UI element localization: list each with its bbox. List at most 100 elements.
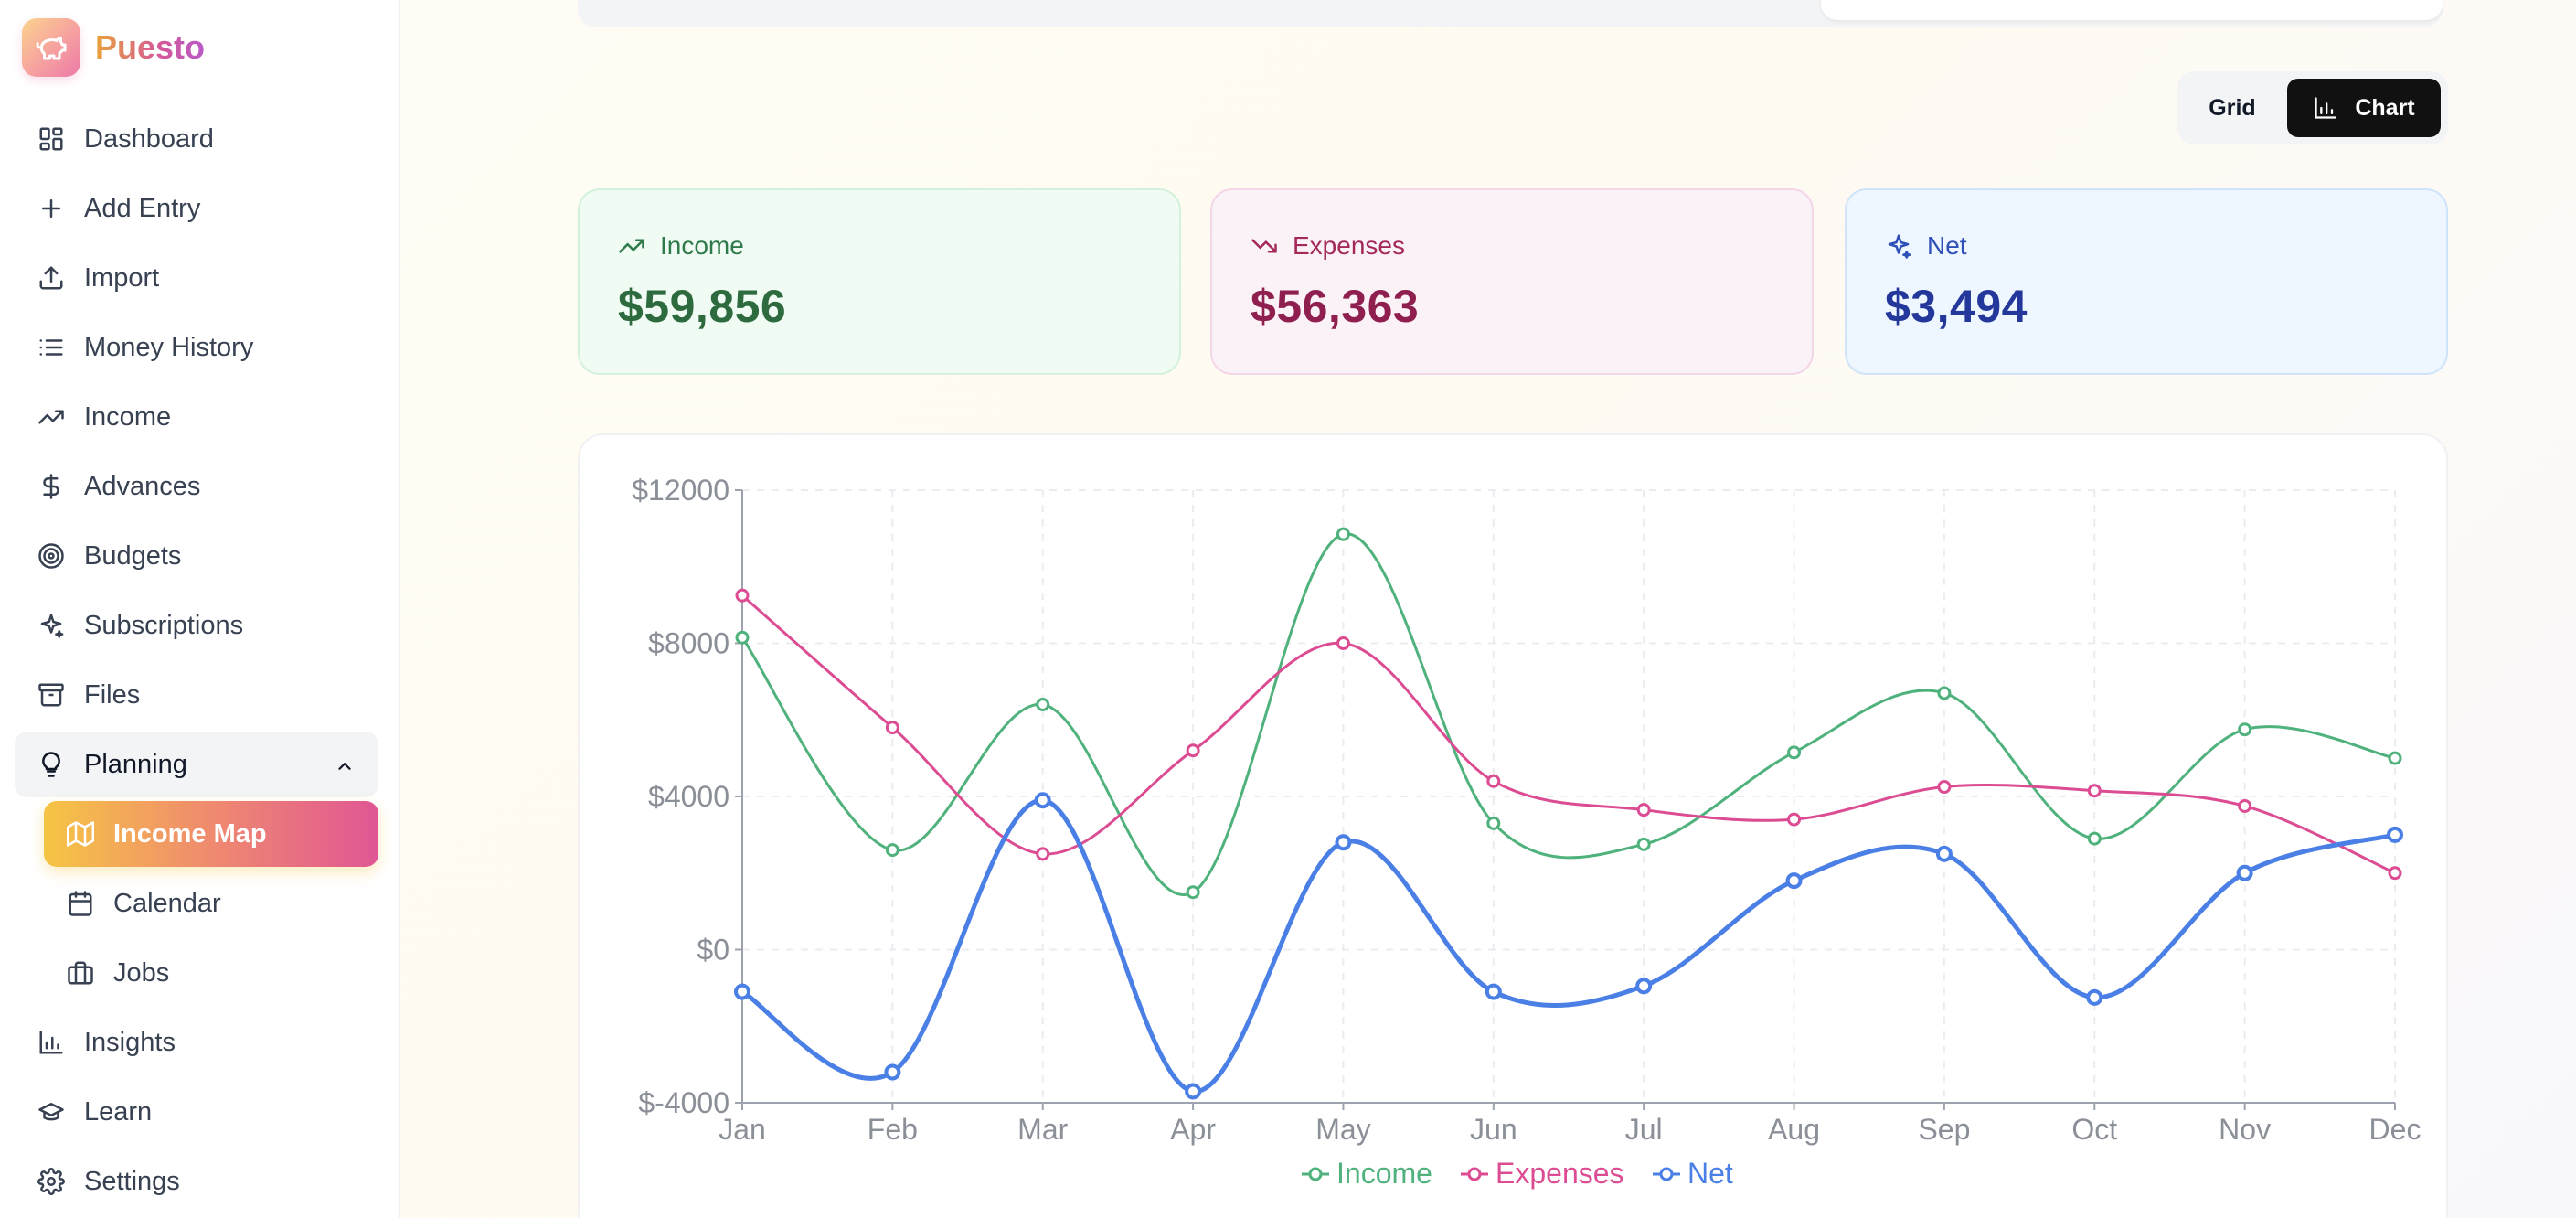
sidebar-item-income-map[interactable]: Income Map <box>44 801 378 867</box>
data-point-expenses <box>1336 636 1350 650</box>
sidebar-item-label: Add Entry <box>84 193 201 223</box>
legend-label-net: Net <box>1687 1157 1733 1190</box>
legend-marker-income <box>1308 1167 1323 1181</box>
graduation-cap-icon <box>37 1097 66 1127</box>
x-tick-label: Sep <box>1918 1113 1970 1146</box>
grid-view-button[interactable]: Grid <box>2209 94 2256 121</box>
data-point-income <box>2087 831 2102 846</box>
sidebar-item-label: Income Map <box>113 818 267 849</box>
sidebar-item-settings[interactable]: Settings <box>15 1149 378 1214</box>
series-line-net <box>740 797 2396 1094</box>
data-point-income <box>1787 745 1802 760</box>
target-icon <box>37 541 66 571</box>
brand[interactable]: Puesto <box>22 18 205 77</box>
net-stat-value: $3,494 <box>1885 281 2028 332</box>
data-point-income <box>1186 885 1200 900</box>
y-tick-label: $4000 <box>648 780 729 813</box>
x-tick-label: Mar <box>1017 1113 1068 1146</box>
sidebar-item-import[interactable]: Import <box>15 245 378 311</box>
sidebar-item-planning[interactable]: Planning <box>15 732 378 797</box>
sidebar-item-jobs[interactable]: Jobs <box>44 940 378 1006</box>
data-point-income <box>1636 837 1651 851</box>
x-tick-label: Jan <box>719 1113 766 1146</box>
data-point-expenses <box>1937 780 1952 795</box>
sidebar-item-label: Calendar <box>113 888 221 918</box>
legend-marker-net <box>1659 1167 1674 1181</box>
x-tick-label: Aug <box>1768 1113 1820 1146</box>
expenses-stat-value: $56,363 <box>1251 281 1420 332</box>
sidebar-item-files[interactable]: Files <box>15 662 378 728</box>
gear-icon <box>37 1167 66 1196</box>
sidebar-item-calendar[interactable]: Calendar <box>44 871 378 936</box>
piggy-bank-icon <box>22 18 80 77</box>
expenses-stat-label: Expenses <box>1293 231 1405 260</box>
data-point-net <box>2236 864 2253 881</box>
data-point-expenses <box>1486 774 1501 788</box>
data-point-income <box>1937 686 1952 700</box>
dashboard-grid-icon <box>37 124 66 154</box>
data-point-expenses <box>1636 803 1651 817</box>
sidebar-item-label: Import <box>84 262 160 293</box>
list-icon <box>37 333 66 362</box>
sidebar-item-label: Files <box>84 679 141 710</box>
sidebar-item-label: Dashboard <box>84 123 214 154</box>
sidebar-item-income[interactable]: Income <box>15 384 378 450</box>
y-tick-label: $8000 <box>648 627 729 660</box>
sidebar-item-add-entry[interactable]: Add Entry <box>15 176 378 241</box>
sidebar-item-label: Money History <box>84 332 254 362</box>
sidebar-item-budgets[interactable]: Budgets <box>15 523 378 589</box>
sidebar-item-label: Jobs <box>113 957 170 988</box>
net-stat-label: Net <box>1927 231 1967 260</box>
sparkles-icon <box>37 611 66 640</box>
data-point-net <box>2387 826 2403 843</box>
x-tick-label: May <box>1315 1113 1370 1146</box>
x-tick-label: Apr <box>1170 1113 1216 1146</box>
data-point-expenses <box>1186 743 1200 758</box>
income-stat-value: $59,856 <box>618 281 787 332</box>
sidebar-item-label: Learn <box>84 1096 153 1127</box>
data-point-income <box>885 843 899 858</box>
data-point-net <box>1185 1083 1202 1100</box>
chart-view-button[interactable]: Chart <box>2287 79 2441 137</box>
chevron-up-icon[interactable] <box>335 753 355 784</box>
lightbulb-icon <box>37 750 66 779</box>
sidebar-item-money-history[interactable]: Money History <box>15 315 378 380</box>
sidebar-item-label: Settings <box>84 1166 180 1196</box>
data-point-income <box>735 630 750 645</box>
legend-label-income: Income <box>1336 1157 1432 1190</box>
sidebar-item-advances[interactable]: Advances <box>15 454 378 519</box>
data-point-net <box>1635 978 1653 995</box>
trending-up-icon <box>37 402 66 432</box>
sidebar-item-insights[interactable]: Insights <box>15 1010 378 1075</box>
sparkles-icon <box>1885 230 1916 262</box>
sidebar-item-learn[interactable]: Learn <box>15 1079 378 1145</box>
sidebar-item-label: Planning <box>84 749 187 779</box>
sidebar: Puesto Dashboard Add Entry Import Money … <box>0 0 400 1218</box>
plus-icon <box>37 194 66 223</box>
data-point-net <box>1335 834 1352 851</box>
data-point-expenses <box>2388 866 2402 881</box>
data-point-expenses <box>2087 784 2102 798</box>
x-tick-label: Feb <box>868 1113 918 1146</box>
series-line-expenses <box>741 594 2396 875</box>
x-tick-label: Nov <box>2219 1113 2271 1146</box>
income-stat-card: Income $59,856 <box>578 188 1181 375</box>
income-chart-card: $12000 $8000 $4000 $0 $-4000 Jan Feb Mar Apr May J… <box>578 433 2448 1218</box>
bar-chart-icon <box>2313 95 2338 121</box>
data-point-net <box>1485 983 1502 1000</box>
expenses-stat-card: Expenses $56,363 <box>1210 188 1814 375</box>
view-toggle: Grid Chart <box>2177 71 2448 144</box>
data-point-net <box>1935 845 1953 862</box>
top-filter-bar-control[interactable] <box>1821 0 2443 20</box>
data-point-expenses <box>1036 847 1050 861</box>
sidebar-item-label: Subscriptions <box>84 610 244 640</box>
sidebar-item-subscriptions[interactable]: Subscriptions <box>15 593 378 658</box>
sidebar-item-dashboard[interactable]: Dashboard <box>15 106 378 172</box>
data-point-expenses <box>1787 812 1802 827</box>
legend-label-expenses: Expenses <box>1496 1157 1624 1190</box>
data-point-income <box>1336 527 1350 541</box>
briefcase-icon <box>66 958 95 988</box>
bar-chart-icon <box>37 1028 66 1057</box>
legend-marker-expenses <box>1467 1167 1482 1181</box>
